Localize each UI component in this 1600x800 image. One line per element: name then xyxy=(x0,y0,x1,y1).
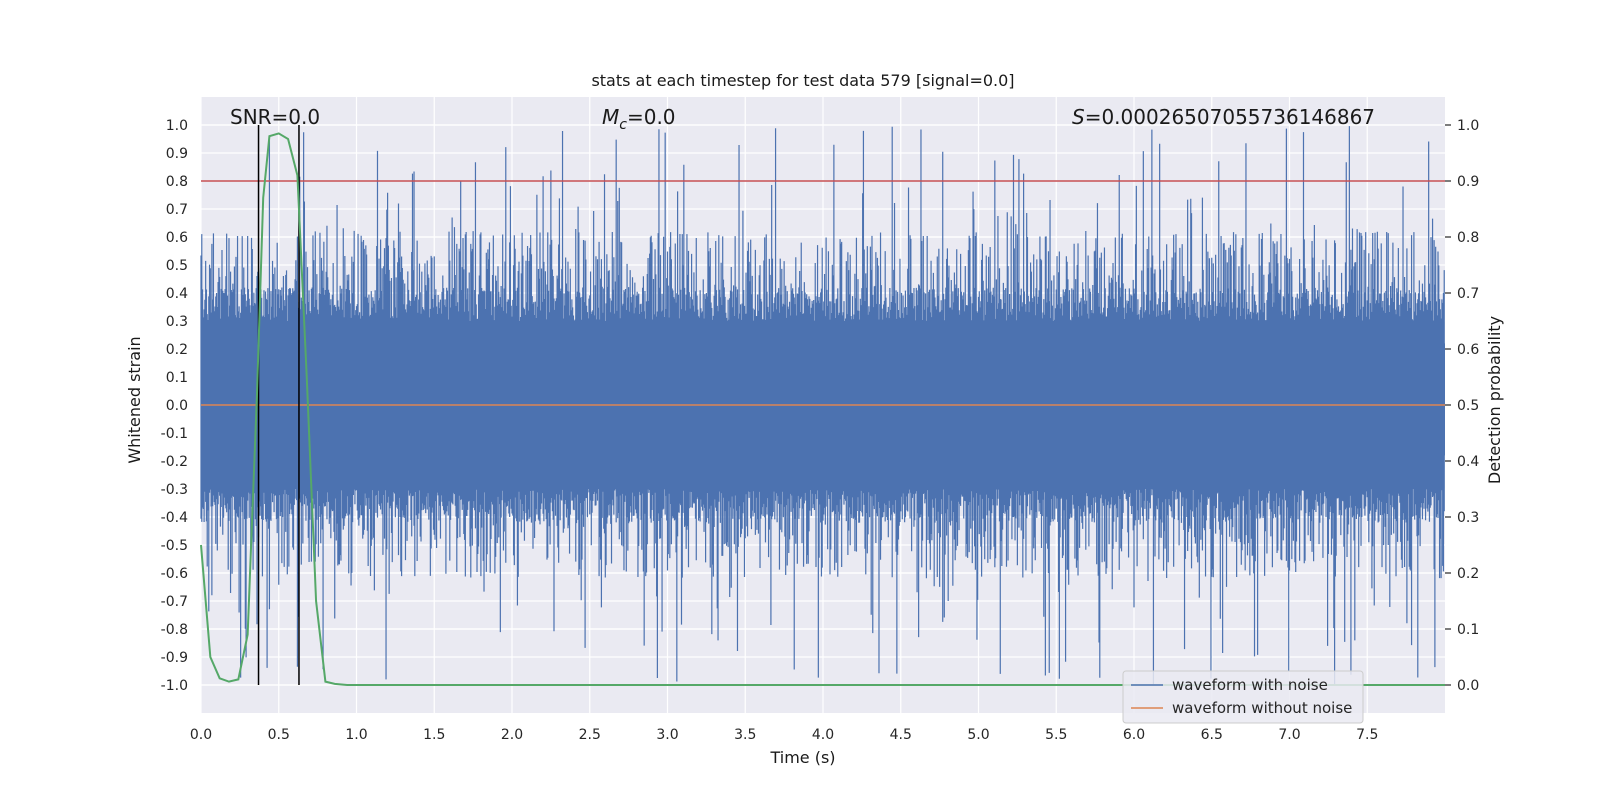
y2-tick-label: 0.5 xyxy=(1457,398,1479,414)
x-tick-label: 5.5 xyxy=(1045,727,1067,743)
y-tick-label: -1.0 xyxy=(161,678,188,694)
legend-label-clean: waveform without noise xyxy=(1172,699,1352,717)
y-tick-label: -0.4 xyxy=(161,510,188,526)
x-tick-label: 3.0 xyxy=(656,727,678,743)
y-tick-label: 0.4 xyxy=(166,286,188,302)
y-axis-label: Whitened strain xyxy=(125,336,144,463)
chart-title: stats at each timestep for test data 579… xyxy=(591,71,1014,90)
y-tick-label: -0.7 xyxy=(161,594,188,610)
snr-annotation: SNR=0.0 xyxy=(230,105,320,129)
y-tick-label: -0.2 xyxy=(161,454,188,470)
x-tick-label: 3.5 xyxy=(734,727,756,743)
x-tick-label: 5.0 xyxy=(967,727,989,743)
x-axis-label: Time (s) xyxy=(769,748,835,767)
y-tick-label: 0.8 xyxy=(166,174,188,190)
y-tick-label: 0.6 xyxy=(166,230,188,246)
y-tick-label: 1.0 xyxy=(166,118,188,134)
series-waveform-with-noise xyxy=(200,126,1445,685)
x-tick-label: 0.0 xyxy=(190,727,212,743)
y-tick-label: -0.3 xyxy=(161,482,188,498)
chirp-mass-subscript: c xyxy=(619,117,627,133)
series-detection-probability xyxy=(200,132,1445,686)
x-tick-label: 6.0 xyxy=(1123,727,1145,743)
legend-label-noise: waveform with noise xyxy=(1172,676,1328,694)
score-symbol: S xyxy=(1072,105,1085,129)
noise-core-band xyxy=(201,343,1445,456)
x-tick-label: 6.5 xyxy=(1201,727,1223,743)
y2-axis-label: Detection probability xyxy=(1485,316,1504,484)
x-tick-label: 7.0 xyxy=(1278,727,1300,743)
chirp-mass-annotation: Mc=0.0 xyxy=(602,105,676,133)
x-tick-label: 4.5 xyxy=(890,727,912,743)
y-tick-label: 0.5 xyxy=(166,258,188,274)
x-tick-label: 0.5 xyxy=(268,727,290,743)
x-tick-label: 1.0 xyxy=(345,727,367,743)
x-tick-label: 1.5 xyxy=(423,727,445,743)
y-tick-label: 0.1 xyxy=(166,370,188,386)
y2-tick-label: 0.0 xyxy=(1457,678,1479,694)
legend: waveform with noise waveform without noi… xyxy=(1122,670,1364,724)
x-tick-label: 7.5 xyxy=(1356,727,1378,743)
y2-tick-label: 0.9 xyxy=(1457,174,1479,190)
y2-tick-label: 0.8 xyxy=(1457,230,1479,246)
y2-axis-ticks: 1.0 0.9 0.8 0.7 0.6 0.5 0.4 0.3 0.2 0.1 0.0 xyxy=(1445,118,1479,694)
legend-box xyxy=(1122,670,1364,724)
y-tick-label: -0.9 xyxy=(161,650,188,666)
y2-tick-label: 0.7 xyxy=(1457,286,1479,302)
x-tick-label: 2.0 xyxy=(501,727,523,743)
y2-tick-label: 0.4 xyxy=(1457,454,1479,470)
y-tick-label: -0.5 xyxy=(161,538,188,554)
y-tick-label: 0.7 xyxy=(166,202,188,218)
y-tick-label: -0.1 xyxy=(161,426,188,442)
chirp-mass-value: =0.0 xyxy=(627,105,676,129)
score-value: =0.00026507055736146867 xyxy=(1085,105,1375,129)
y-tick-label: 0.3 xyxy=(166,314,188,330)
x-axis-ticks: 0.0 0.5 1.0 1.5 2.0 2.5 3.0 3.5 4.0 4.5 5.0 5.5 6.0 6… xyxy=(190,727,1379,743)
chirp-mass-symbol: M xyxy=(602,105,619,129)
y2-tick-label: 0.3 xyxy=(1457,510,1479,526)
x-tick-label: 4.0 xyxy=(812,727,834,743)
y-tick-label: 0.0 xyxy=(166,398,188,414)
y-tick-label: -0.8 xyxy=(161,622,188,638)
y2-tick-label: 0.6 xyxy=(1457,342,1479,358)
x-tick-label: 2.5 xyxy=(579,727,601,743)
y2-tick-label: 0.1 xyxy=(1457,622,1479,638)
y-tick-label: 0.9 xyxy=(166,146,188,162)
y2-tick-label: 0.2 xyxy=(1457,566,1479,582)
score-annotation: S=0.00026507055736146867 xyxy=(1072,105,1375,129)
y-tick-label: 0.2 xyxy=(166,342,188,358)
y-axis-ticks: 1.0 0.9 0.8 0.7 0.6 0.5 0.4 0.3 0.2 0.1 0.0 -0.1 -0.… xyxy=(161,118,188,694)
y2-tick-label: 1.0 xyxy=(1457,118,1479,134)
y-tick-label: -0.6 xyxy=(161,566,188,582)
